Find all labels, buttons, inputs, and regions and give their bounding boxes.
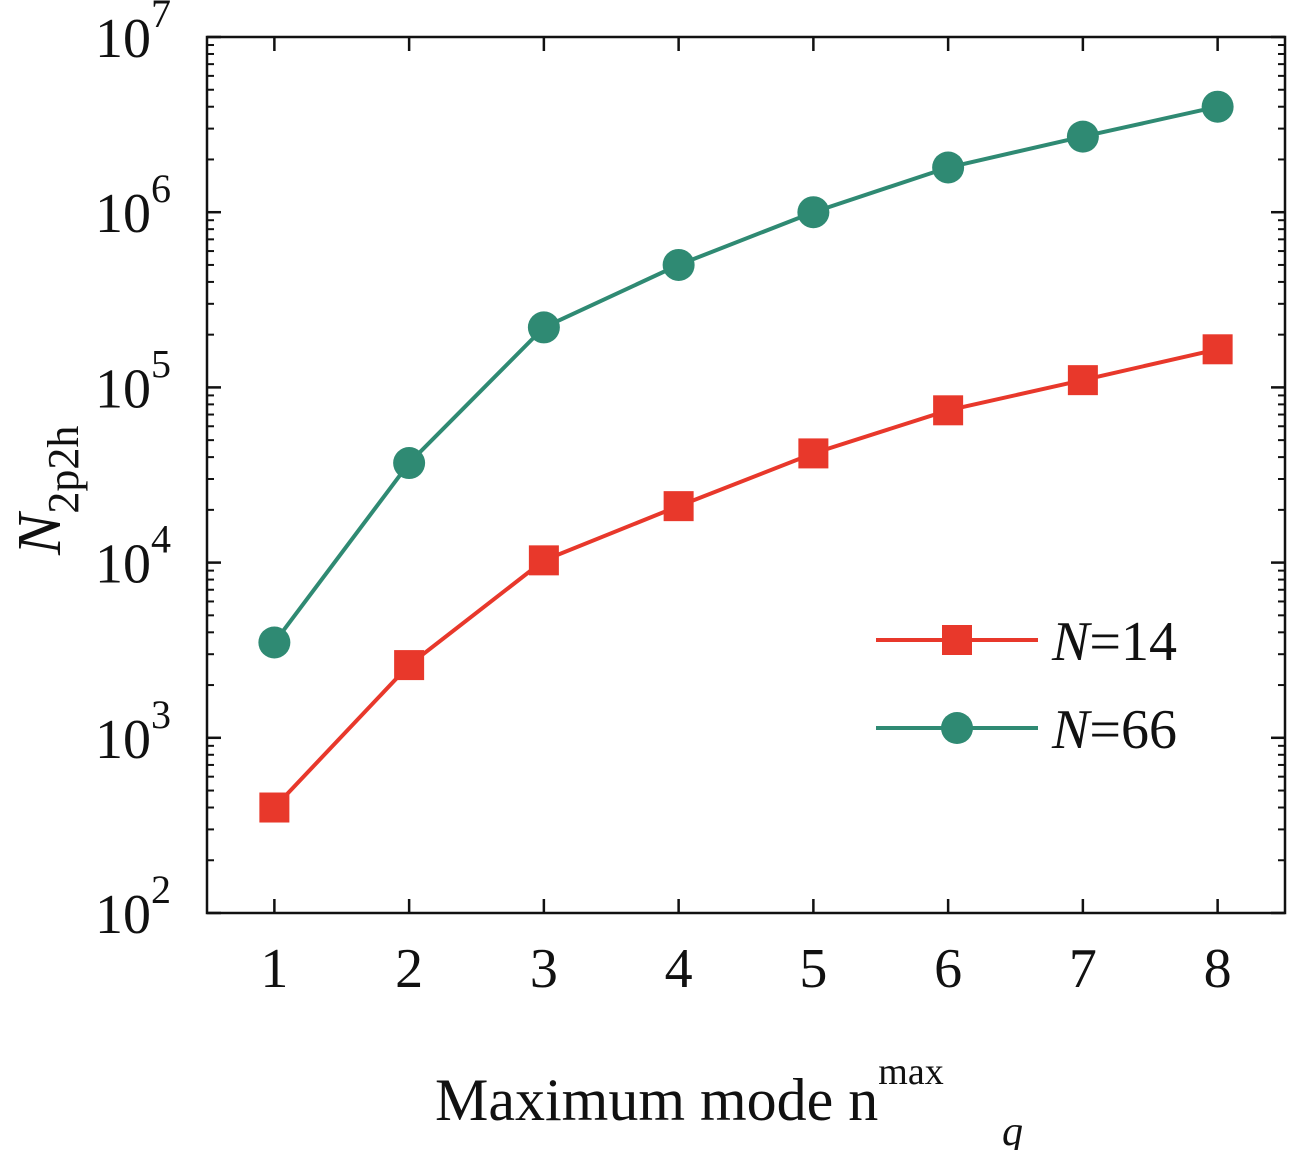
y-tick-base: 10 (95, 358, 151, 420)
data-point (797, 196, 830, 229)
legend-label: N=14 (1051, 611, 1177, 673)
y-tick-base: 10 (95, 8, 151, 70)
y-tick-base: 10 (95, 709, 151, 771)
y-tick-exponent: 2 (151, 867, 171, 912)
data-point (527, 311, 560, 344)
x-axis-label: Maximum mode nmax q (435, 1051, 1023, 1150)
y-tick-label: 107 (95, 0, 171, 70)
data-point (662, 248, 695, 281)
y-tick-exponent: 3 (151, 692, 171, 737)
x-tick-label: 5 (799, 938, 827, 1000)
data-point (1202, 334, 1233, 365)
data-point (394, 650, 425, 681)
x-tick-label: 4 (665, 938, 693, 1000)
x-tick-label: 1 (260, 938, 288, 1000)
y-tick-label: 103 (95, 692, 171, 771)
legend-marker (941, 712, 973, 744)
x-tick-label: 6 (934, 938, 962, 1000)
legend-label-italic: N (1051, 699, 1092, 761)
series-N=66 (258, 90, 1234, 659)
y-tick-base: 10 (95, 534, 151, 596)
x-axis-label-main: Maximum mode n (435, 1067, 878, 1133)
data-point (259, 792, 290, 823)
series-line (272, 104, 1219, 644)
y-tick-base: 10 (95, 183, 151, 245)
axis-labels: Maximum mode nmax q N2p2h (6, 426, 1023, 1150)
y-axis-label-sub: 2p2h (39, 426, 88, 514)
data-point (933, 395, 964, 426)
data-point (258, 626, 291, 659)
y-tick-label: 106 (95, 166, 171, 245)
x-tick-label: 3 (530, 938, 558, 1000)
legend-label: N=66 (1051, 699, 1177, 761)
data-point (1066, 120, 1099, 153)
x-tick-label: 8 (1204, 938, 1232, 1000)
legend-label-rest: =66 (1089, 699, 1177, 761)
x-tick-label: 7 (1069, 938, 1097, 1000)
series-line (272, 347, 1219, 809)
plot-frame (205, 35, 1287, 915)
data-point (932, 151, 965, 184)
legend-label-italic: N (1051, 611, 1092, 673)
data-point (1067, 365, 1098, 396)
legend-label-rest: =14 (1089, 611, 1177, 673)
data-point (663, 491, 694, 522)
y-tick-label: 102 (95, 867, 171, 946)
y-tick-label: 104 (95, 517, 171, 596)
series-layer (258, 90, 1234, 823)
y-tick-exponent: 7 (151, 0, 171, 36)
data-point (798, 438, 829, 469)
data-point (393, 447, 426, 480)
y-tick-base: 10 (95, 884, 151, 946)
data-point (1201, 90, 1234, 123)
x-tick-label: 2 (395, 938, 423, 1000)
y-axis-label: N2p2h (6, 426, 88, 556)
y-tick-exponent: 5 (151, 341, 171, 386)
y-tick-label: 105 (95, 341, 171, 420)
data-point (528, 545, 559, 576)
y-tick-exponent: 4 (151, 517, 171, 562)
series-N=14 (259, 334, 1233, 823)
y-axis-label-main: N (6, 510, 74, 556)
legend-marker (942, 625, 972, 655)
x-axis-label-sub: q (1002, 1109, 1023, 1150)
y-tick-exponent: 6 (151, 166, 171, 211)
x-axis-label-sup: max (878, 1051, 943, 1093)
legend: N=14N=66 (876, 611, 1177, 761)
